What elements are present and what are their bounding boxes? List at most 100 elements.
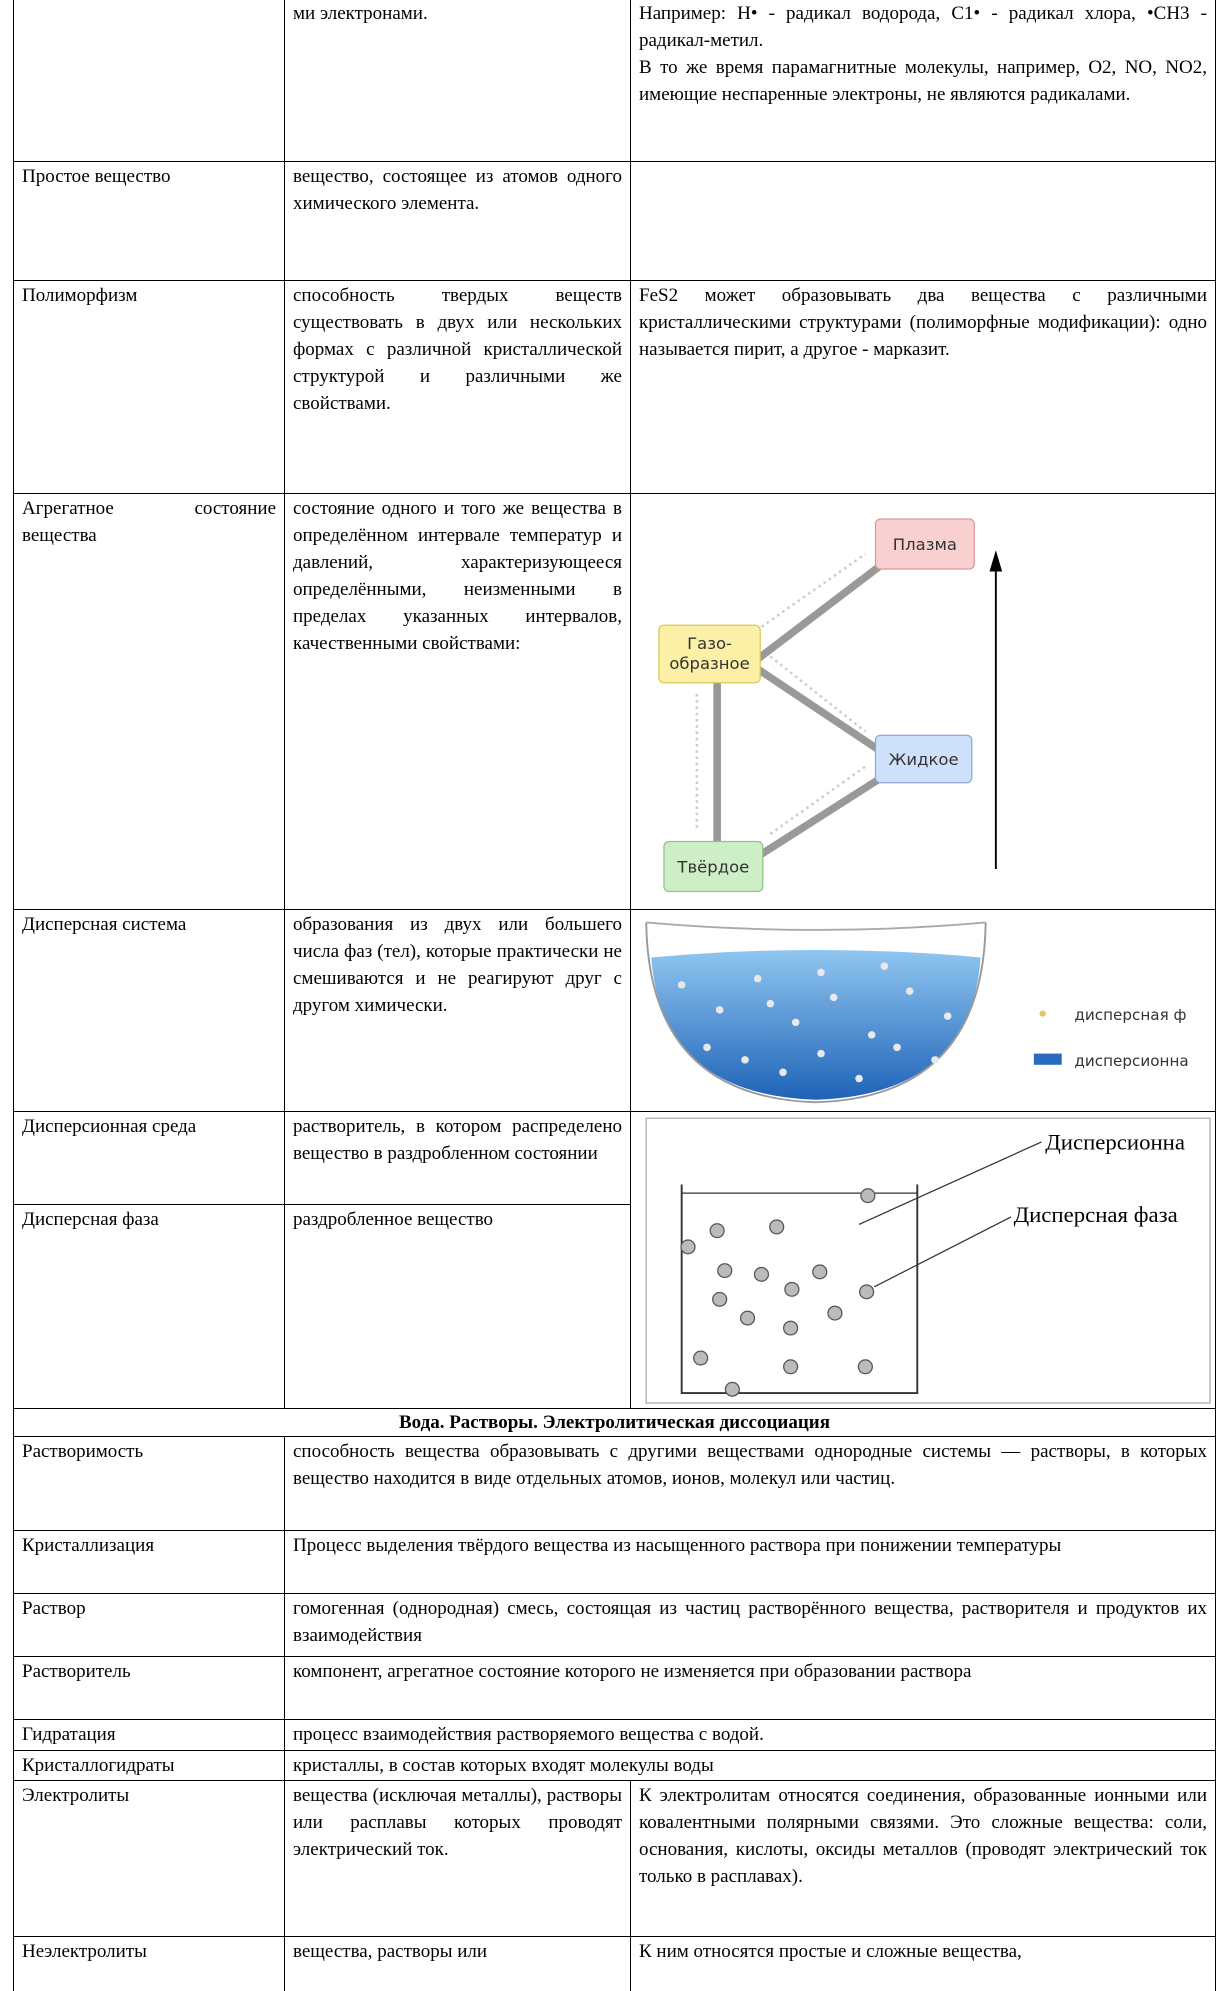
term-cell: Растворитель <box>13 1656 285 1720</box>
definition-cell: вещества (исключая металлы), растворы ил… <box>284 1780 631 1937</box>
particle <box>893 1043 901 1052</box>
paragraph: К электролитам относятся соединения, обр… <box>639 1785 1207 1887</box>
term-cell: Полиморфизм <box>13 280 285 494</box>
terms-table: ми электронами. Например: Н• - радикал во… <box>13 0 1216 1991</box>
legend-label: дисперсная ф <box>1074 1006 1186 1024</box>
definition-cell: ми электронами. <box>284 0 631 162</box>
table-row: Растворитель компонент, агрегатное состоя… <box>13 1656 1216 1720</box>
table-row: Гидратация процесс взаимодействия раствор… <box>13 1719 1216 1751</box>
particle <box>943 1012 952 1020</box>
paragraph: В то же время парамагнитные молекулы, на… <box>639 57 1207 105</box>
example-cell <box>630 161 1216 281</box>
particle <box>829 993 838 1002</box>
definition-cell: вещество, состоящее из атомов одного хим… <box>284 161 631 281</box>
connector <box>769 655 867 733</box>
state-label: Газо- <box>687 634 732 653</box>
legend-label: дисперсионна <box>1074 1052 1188 1070</box>
figure-cell: Дисперсионна Дисперсная фаза <box>630 1111 1216 1409</box>
table-row: Кристаллогидраты кристаллы, в состав кото… <box>13 1750 1216 1781</box>
term-cell: Простое вещество <box>13 161 285 281</box>
beaker <box>680 1184 919 1394</box>
solid-box <box>663 840 764 893</box>
gas-box <box>658 624 761 684</box>
particle <box>766 999 775 1008</box>
definition-cell: процесс взаимодействия растворяемого вещ… <box>284 1719 1216 1751</box>
callout-label: Дисперсная фаза <box>1014 1202 1178 1227</box>
example-cell: Например: Н• - радикал водорода, С1• - р… <box>630 0 1216 162</box>
particle <box>779 1068 787 1077</box>
term-cell: Электролиты <box>13 1780 285 1937</box>
particle <box>867 1031 876 1039</box>
particle <box>880 962 889 970</box>
callout-label: Дисперсионна <box>1045 1130 1185 1155</box>
definition-cell: вещества, растворы или <box>284 1936 631 1991</box>
figure: дисперсная ф дисперсионна <box>645 921 1189 1104</box>
figure-cell: Плазма Газо-образное Жидкое Твёрдое <box>630 493 1216 910</box>
figure: Плазма Газо-образное Жидкое Твёрдое <box>658 518 1003 893</box>
definition-cell: способность вещества образовывать с друг… <box>284 1436 1216 1531</box>
particle <box>812 1264 828 1280</box>
particle <box>931 1056 939 1064</box>
callout <box>858 1141 1042 1225</box>
particle <box>715 1006 724 1014</box>
term-cell: Гидратация <box>13 1719 285 1751</box>
particle <box>769 1219 785 1235</box>
table-row: Полиморфизм способность твердых веществ с… <box>13 280 1216 494</box>
definition-cell: кристаллы, в состав которых входят молек… <box>284 1750 1216 1781</box>
particle <box>783 1359 799 1375</box>
particle <box>693 1350 709 1366</box>
definition-cell: раздробленное вещество <box>284 1204 631 1409</box>
bowl-outline <box>645 922 987 1104</box>
particle <box>817 968 825 977</box>
particle <box>784 1281 800 1297</box>
paragraph: К ним относятся простые и сложные вещест… <box>639 1941 1022 1962</box>
connector <box>769 765 867 836</box>
particle <box>703 1043 711 1052</box>
term-cell: Раствор <box>13 1593 285 1657</box>
example-cell: К ним относятся простые и сложные вещест… <box>630 1936 1216 1991</box>
particle <box>712 1291 728 1307</box>
state-label: Жидкое <box>889 750 959 769</box>
particle <box>783 1320 799 1336</box>
table-row: Дисперсная система образования из двух ил… <box>13 909 1216 1112</box>
arrow-head <box>989 550 1003 572</box>
example-cell: FeS2 может образовывать два вещества с р… <box>630 280 1216 494</box>
section-row: Вода. Растворы. Электролитическая диссоц… <box>13 1408 1216 1437</box>
connector <box>755 665 882 754</box>
table-row: Растворимость способность вещества образо… <box>13 1436 1216 1531</box>
table-row: Дисперсионная среда растворитель, в котор… <box>13 1111 1216 1409</box>
definition-cell: образования из двух или большего числа ф… <box>284 909 631 1112</box>
particle <box>827 1305 843 1321</box>
particle <box>724 1381 740 1397</box>
table-row: Кристаллизация Процесс выделения твёрдого… <box>13 1530 1216 1594</box>
connector <box>755 775 882 860</box>
state-label: образное <box>669 654 749 673</box>
definition-cell: Процесс выделения твёрдого вещества из н… <box>284 1530 1216 1594</box>
particle <box>791 1018 800 1027</box>
paragraph: Например: Н• - радикал водорода, С1• - р… <box>639 3 1207 51</box>
example-cell: К электролитам относятся соединения, обр… <box>630 1780 1216 1937</box>
particle <box>860 1188 876 1204</box>
definition-cell: способность твердых веществ существовать… <box>284 280 631 494</box>
particle <box>680 1239 696 1255</box>
state-label: Твёрдое <box>676 858 749 877</box>
particle <box>741 1056 749 1064</box>
term-cell <box>13 0 285 162</box>
figure: Дисперсионна Дисперсная фаза <box>645 1117 1211 1404</box>
table-row: Дисперсная фаза раздробленное вещество <box>13 1204 1216 1409</box>
particle <box>753 974 762 983</box>
particle <box>739 1310 756 1326</box>
term-cell: Дисперсная фаза <box>13 1204 285 1409</box>
bowl-rim <box>646 921 986 931</box>
legend-medium-icon <box>1033 1053 1062 1065</box>
definition-cell: компонент, агрегатное состояние которого… <box>284 1656 1216 1720</box>
table-row: Агрегатное состояние вещества состояние о… <box>13 493 1216 910</box>
state-label: Плазма <box>893 535 957 554</box>
definition-cell: растворитель, в котором распределено вещ… <box>284 1111 631 1205</box>
callout <box>873 1216 1012 1288</box>
particle <box>817 1049 825 1058</box>
liquid-box <box>874 734 973 784</box>
term-cell: Агрегатное состояние вещества <box>13 493 285 910</box>
term-cell: Кристаллогидраты <box>13 1750 285 1781</box>
table-row: Неэлектролиты вещества, растворы или К ним… <box>13 1936 1216 1991</box>
